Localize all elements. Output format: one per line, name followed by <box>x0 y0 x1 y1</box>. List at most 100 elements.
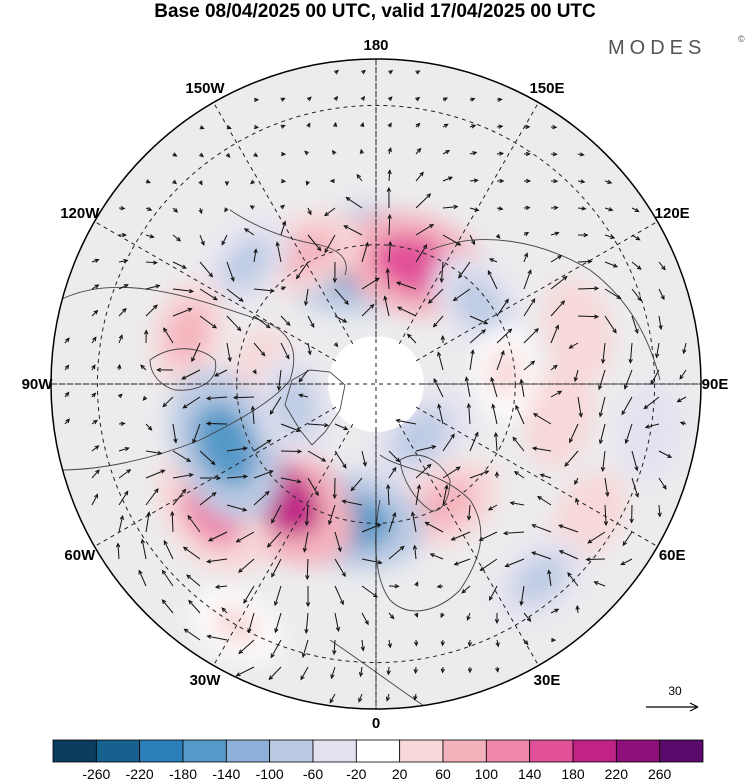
wind-arrow <box>388 545 405 560</box>
anomaly-core <box>274 375 316 436</box>
wind-arrow <box>458 261 471 279</box>
colorbar-swatch <box>442 739 487 763</box>
wind-arrow <box>140 364 147 371</box>
wind-arrow <box>358 693 363 703</box>
wind-arrow <box>170 510 175 533</box>
wind-arrow <box>334 585 344 606</box>
anomaly-core <box>452 275 504 333</box>
wind-arrow <box>145 284 161 290</box>
wind-arrow <box>91 336 97 344</box>
wind-arrow <box>523 269 532 290</box>
wind-arrow <box>532 413 552 425</box>
wind-arrow <box>118 469 132 479</box>
wind-arrow <box>307 450 327 462</box>
wind-arrow <box>145 511 151 533</box>
longitude-label: 180 <box>363 37 388 54</box>
wind-arrow <box>118 206 126 211</box>
colorbar-swatch <box>572 739 617 763</box>
wind-arrow <box>140 538 147 560</box>
wind-arrow <box>496 97 503 102</box>
wind-arrow <box>305 180 310 186</box>
wind-arrow <box>388 584 400 589</box>
wind-arrow <box>253 248 258 263</box>
wind-arrow <box>345 196 363 209</box>
wind-arrow <box>221 234 228 246</box>
wind-arrow <box>564 450 579 467</box>
wind-arrow <box>415 122 421 128</box>
wind-arrow <box>547 569 552 587</box>
wind-arrow <box>305 585 311 608</box>
wind-arrow <box>243 228 255 236</box>
wind-arrow <box>415 171 424 182</box>
wind-arrow <box>205 421 228 426</box>
wind-arrow <box>360 122 365 128</box>
wind-arrow <box>513 470 525 479</box>
wind-arrow <box>280 286 287 291</box>
wind-arrow <box>253 97 260 103</box>
wind-arrow <box>307 207 312 216</box>
wind-arrow <box>359 148 364 155</box>
colorbar-swatch <box>312 739 357 763</box>
wind-arrow <box>550 390 563 398</box>
wind-arrow <box>523 252 529 263</box>
wind-arrow <box>253 342 266 357</box>
wind-arrow <box>604 477 610 498</box>
wind-arrow <box>436 584 444 589</box>
wind-arrow <box>415 147 422 155</box>
wind-arrow <box>253 470 274 479</box>
wind-arrow <box>388 466 397 479</box>
wind-arrow <box>64 364 70 371</box>
wind-arrow <box>415 70 421 75</box>
colorbar-swatch <box>355 739 401 763</box>
wind-arrow <box>214 584 228 589</box>
wind-arrow <box>156 367 174 373</box>
wind-arrow <box>199 234 205 246</box>
wind-arrow <box>118 490 129 506</box>
wind-arrow <box>523 298 536 317</box>
wind-arrow <box>575 604 580 614</box>
wind-arrow <box>387 169 392 182</box>
wind-arrow <box>658 450 673 458</box>
wind-arrow <box>91 364 96 371</box>
wind-arrow <box>118 232 127 238</box>
wind-arrow <box>523 205 531 211</box>
wind-arrow <box>622 531 633 547</box>
wind-arrow <box>334 531 342 553</box>
wind-arrow <box>644 423 660 429</box>
wind-arrow <box>429 553 444 560</box>
wind-arrow <box>413 693 418 701</box>
wind-arrow <box>440 639 445 647</box>
wind-arrow <box>192 423 201 444</box>
wind-arrow <box>567 571 579 587</box>
reference-vector: 30 <box>646 684 699 712</box>
wind-arrow <box>301 639 309 659</box>
anomaly-field <box>150 205 684 661</box>
wind-arrow <box>199 261 214 278</box>
colorbar-swatch <box>139 739 184 763</box>
map-disc <box>51 59 701 709</box>
wind-arrow <box>466 504 472 521</box>
wind-arrow <box>523 639 529 646</box>
wind-arrow <box>226 288 244 302</box>
wind-arrow <box>550 151 558 157</box>
wind-arrow <box>577 179 586 184</box>
wind-arrow <box>280 151 287 157</box>
wind-arrow <box>442 176 454 182</box>
wind-arrow <box>478 531 498 541</box>
wind-arrow <box>523 124 531 130</box>
longitude-label: 30E <box>534 672 561 689</box>
wind-arrow <box>631 234 641 241</box>
wind-arrow <box>232 395 255 400</box>
wind-arrow <box>307 234 322 252</box>
wind-arrow <box>280 220 287 236</box>
colorbar-tick-label: 20 <box>392 766 408 782</box>
wind-arrow <box>574 477 579 486</box>
longitude-label: 0 <box>372 715 380 732</box>
wind-arrow <box>205 396 228 401</box>
wind-arrow <box>226 342 232 363</box>
wind-arrow <box>413 666 418 675</box>
reference-vector-label: 30 <box>668 684 682 698</box>
wind-arrow <box>442 466 461 479</box>
coast-alaska <box>229 209 347 276</box>
wind-arrow <box>415 244 428 263</box>
